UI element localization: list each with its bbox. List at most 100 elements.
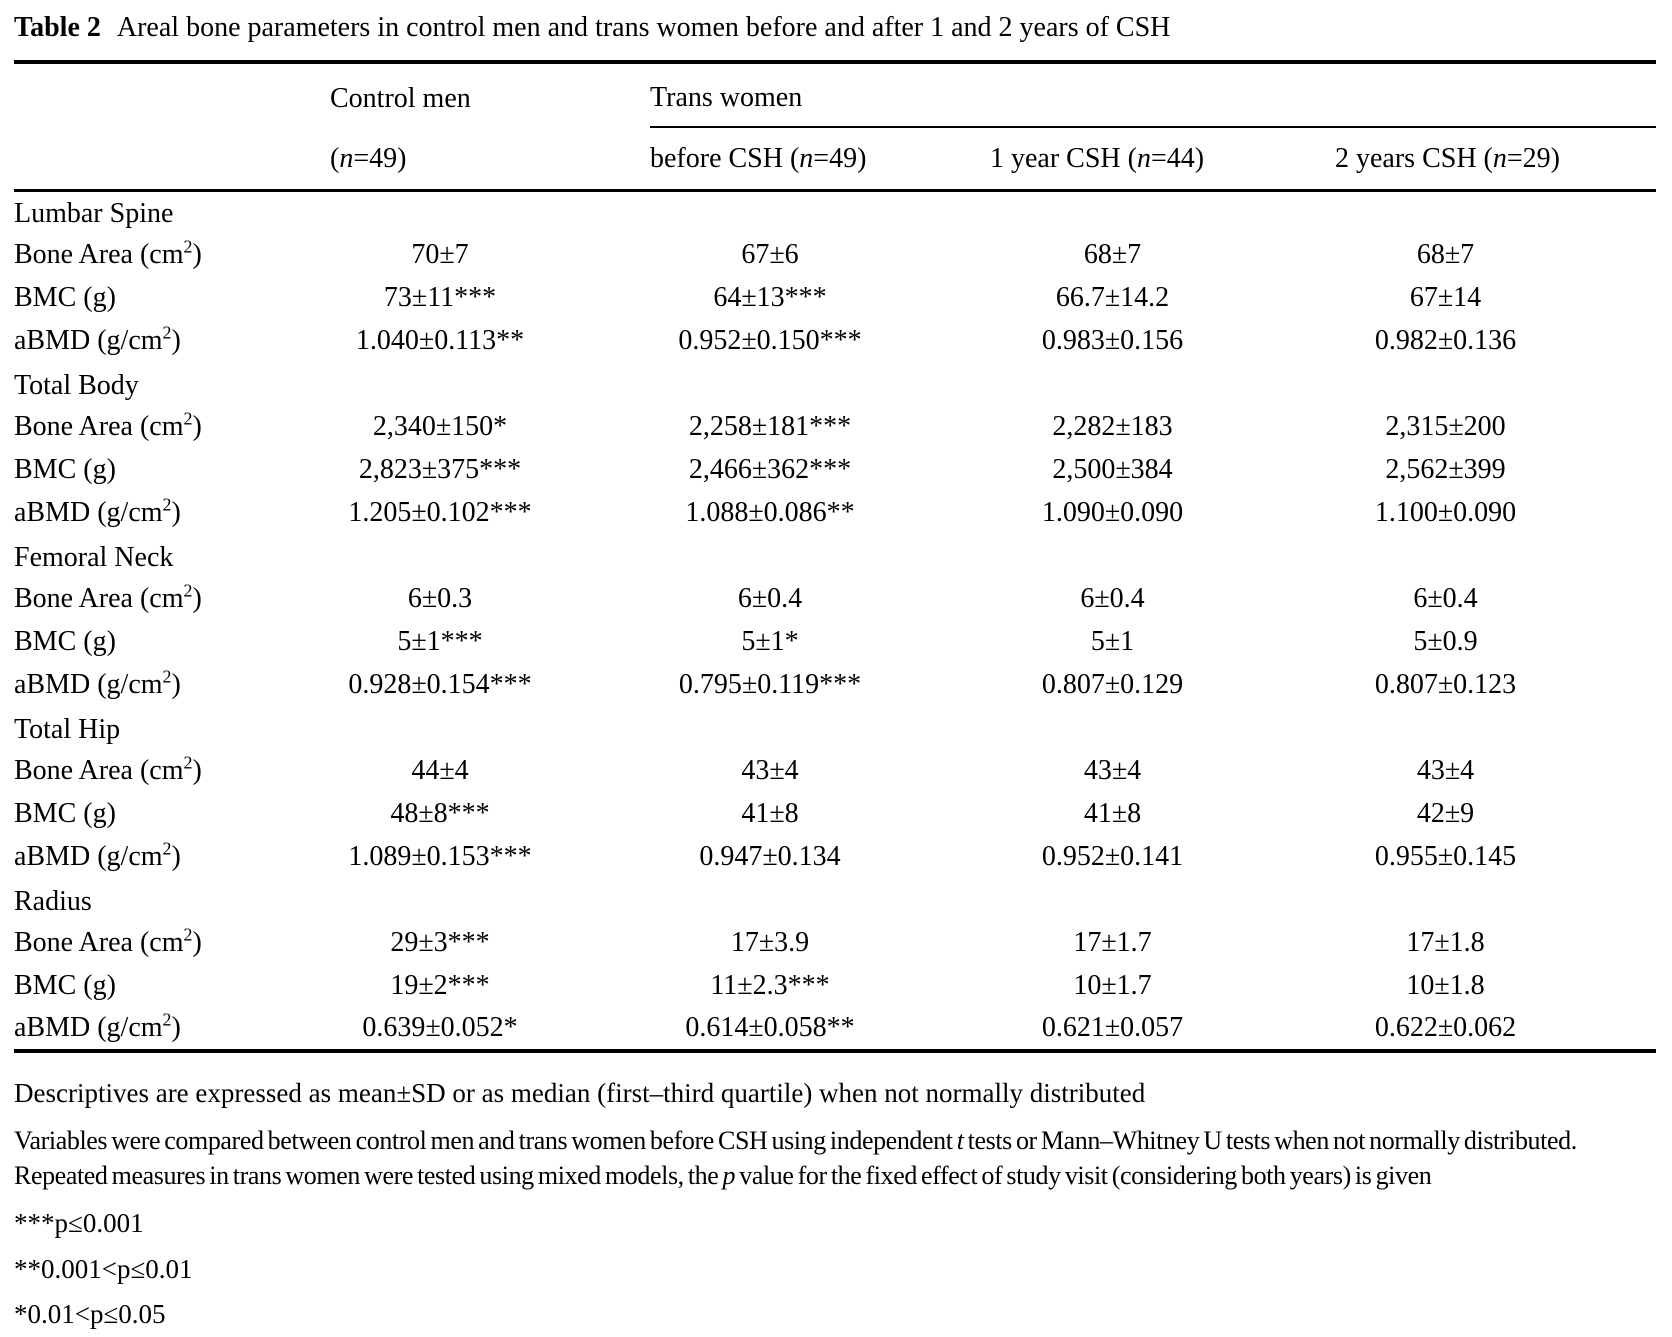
- value-cell: 6±0.3: [407, 583, 473, 614]
- value-cell: 2,466±362***: [688, 454, 852, 485]
- value-cell: 0.955±0.145: [1374, 841, 1517, 872]
- value-cell: 42±9: [1416, 798, 1475, 829]
- value-cell: 1.205±0.102***: [348, 497, 532, 528]
- row-label: BMC (g): [14, 454, 116, 485]
- value-cell: 0.952±0.150***: [678, 325, 862, 356]
- column-header-control-men: Control men: [330, 83, 471, 114]
- value-cell: 6±0.4: [737, 583, 803, 614]
- bone-parameters-table: Control men Trans women (n=49) before CS…: [14, 60, 1656, 1053]
- value-cell: 0.614±0.058**: [685, 1012, 855, 1043]
- value-cell: 1.088±0.086**: [685, 497, 855, 528]
- group-header-row: Control men Trans women: [14, 62, 1656, 128]
- significance-note-three-stars: ***p≤0.001: [14, 1208, 144, 1239]
- row-label: BMC (g): [14, 626, 116, 657]
- value-cell: 68±7: [1416, 239, 1475, 270]
- row-label: aBMD (g/cm2): [14, 322, 181, 356]
- value-cell: 43±4: [741, 755, 799, 786]
- table-title-text: Areal bone parameters in control men and…: [116, 12, 1171, 43]
- value-cell: 68±7: [1083, 239, 1142, 270]
- table-row: Bone Area (cm2) 70±7 67±6 68±7 68±7: [14, 234, 1656, 277]
- significance-note-one-star: *0.01<p≤0.05: [14, 1299, 166, 1329]
- value-cell: 17±3.9: [730, 927, 810, 958]
- value-cell: 2,823±375***: [358, 454, 522, 485]
- section-header-row: Radius: [14, 879, 1656, 922]
- value-cell: 67±6: [741, 239, 799, 270]
- column-subheader-2-years-csh: 2 years CSH (n=29): [1335, 127, 1656, 192]
- value-cell: 70±7: [411, 239, 469, 270]
- table-row: BMC (g) 19±2*** 11±2.3*** 10±1.7 10±1.8: [14, 965, 1656, 1008]
- value-cell: 5±1***: [397, 626, 483, 657]
- significance-note-two-stars: **0.001<p≤0.01: [14, 1253, 193, 1284]
- column-subheader-before-csh: before CSH (n=49): [650, 127, 990, 192]
- table-row: BMC (g) 5±1*** 5±1* 5±1 5±0.9: [14, 621, 1656, 664]
- value-cell: 6±0.4: [1413, 583, 1478, 614]
- table-row: BMC (g) 48±8*** 41±8 41±8 42±9: [14, 793, 1656, 836]
- value-cell: 0.952±0.141: [1041, 841, 1184, 872]
- value-cell: 11±2.3***: [710, 970, 830, 1001]
- value-cell: 48±8***: [390, 798, 490, 829]
- table-row: Bone Area (cm2) 29±3*** 17±3.9 17±1.7 17±1.8: [14, 922, 1656, 965]
- value-cell: 5±1*: [741, 626, 799, 657]
- value-cell: 0.807±0.129: [1041, 669, 1184, 700]
- section-title: Radius: [14, 885, 92, 917]
- row-label: Bone Area (cm2): [14, 924, 202, 958]
- section-title: Total Hip: [14, 713, 121, 745]
- subheader-row: (n=49) before CSH (n=49) 1 year CSH (n=4…: [14, 127, 1656, 192]
- section-header-row: Total Hip: [14, 707, 1656, 750]
- value-cell: 17±1.8: [1406, 927, 1485, 958]
- value-cell: 0.795±0.119***: [678, 669, 862, 700]
- value-cell: 0.928±0.154***: [348, 669, 532, 700]
- footnote-descriptives: Descriptives are expressed as mean±SD or…: [14, 1077, 1146, 1108]
- table-row: aBMD (g/cm2) 0.928±0.154*** 0.795±0.119***…: [14, 664, 1656, 707]
- empty-header-cell: [14, 127, 330, 192]
- value-cell: 0.639±0.052*: [362, 1012, 518, 1043]
- table-number: Table 2: [14, 12, 101, 43]
- value-cell: 73±11***: [383, 282, 497, 313]
- value-cell: 2,282±183: [1052, 411, 1173, 442]
- value-cell: 1.100±0.090: [1374, 497, 1517, 528]
- table-header: Control men Trans women (n=49) before CS…: [14, 62, 1656, 192]
- value-cell: 43±4: [1083, 755, 1142, 786]
- table-row: BMC (g) 2,823±375*** 2,466±362*** 2,500±384…: [14, 449, 1656, 492]
- row-label: Bone Area (cm2): [14, 408, 202, 442]
- value-cell: 1.089±0.153***: [348, 841, 532, 872]
- table-row: Bone Area (cm2) 6±0.3 6±0.4 6±0.4 6±0.4: [14, 578, 1656, 621]
- table-row: aBMD (g/cm2) 0.639±0.052* 0.614±0.058** 0.6…: [14, 1008, 1656, 1051]
- column-subheader-1-year-csh: 1 year CSH (n=44): [990, 127, 1335, 192]
- value-cell: 2,340±150*: [372, 411, 508, 442]
- column-header-trans-women: Trans women: [650, 62, 1656, 128]
- value-cell: 1.040±0.113**: [355, 325, 525, 356]
- row-label: aBMD (g/cm2): [14, 666, 181, 700]
- value-cell: 0.947±0.134: [699, 841, 841, 872]
- table-row: BMC (g) 73±11*** 64±13*** 66.7±14.2 67±14: [14, 277, 1656, 320]
- section-header-row: Lumbar Spine: [14, 191, 1656, 234]
- table-caption: Table 2 Areal bone parameters in control …: [14, 6, 1656, 60]
- value-cell: 1.090±0.090: [1041, 497, 1184, 528]
- value-cell: 10±1.8: [1406, 970, 1485, 1001]
- table-body: Lumbar Spine Bone Area (cm2) 70±7 67±6 68±7 6…: [14, 191, 1656, 1051]
- table-row: aBMD (g/cm2) 1.205±0.102*** 1.088±0.086** 1…: [14, 492, 1656, 535]
- table-row: aBMD (g/cm2) 1.089±0.153*** 0.947±0.134 0.9…: [14, 836, 1656, 879]
- row-label: aBMD (g/cm2): [14, 1009, 181, 1043]
- value-cell: 0.621±0.057: [1041, 1012, 1184, 1043]
- value-cell: 6±0.4: [1080, 583, 1145, 614]
- empty-header-cell: [14, 62, 330, 127]
- value-cell: 17±1.7: [1073, 927, 1152, 958]
- value-cell: 2,315±200: [1385, 411, 1506, 442]
- value-cell: 67±14: [1409, 282, 1482, 313]
- value-cell: 0.807±0.123: [1374, 669, 1517, 700]
- section-title: Lumbar Spine: [14, 198, 174, 230]
- value-cell: 2,562±399: [1385, 454, 1506, 485]
- row-label: Bone Area (cm2): [14, 752, 202, 786]
- value-cell: 0.983±0.156: [1041, 325, 1184, 356]
- value-cell: 19±2***: [390, 970, 490, 1001]
- value-cell: 2,500±384: [1052, 454, 1173, 485]
- footnote-statistics: Variables were compared between control …: [14, 1125, 1577, 1191]
- value-cell: 0.982±0.136: [1374, 325, 1517, 356]
- row-label: BMC (g): [14, 282, 116, 313]
- value-cell: 44±4: [411, 755, 469, 786]
- row-label: BMC (g): [14, 970, 116, 1001]
- row-label: aBMD (g/cm2): [14, 494, 181, 528]
- value-cell: 2,258±181***: [688, 411, 852, 442]
